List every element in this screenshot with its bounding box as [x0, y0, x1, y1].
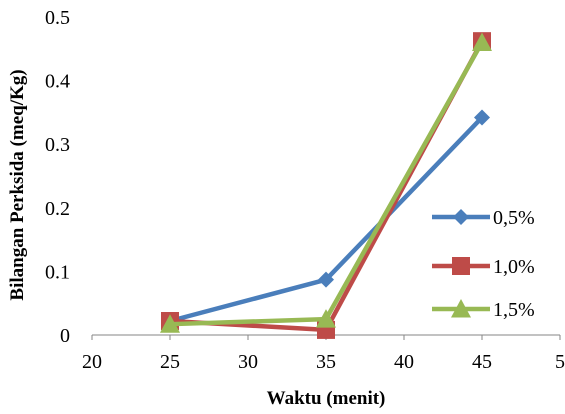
data-point: [318, 271, 334, 288]
series-layer: [160, 32, 492, 339]
legend-label: 1,5%: [493, 299, 535, 321]
legend-marker: [452, 257, 470, 275]
y-tick-label: 0.5: [45, 7, 70, 29]
y-tick-label: 0: [60, 325, 70, 347]
y-tick-label: 0.2: [45, 198, 70, 220]
data-point: [474, 109, 490, 126]
legend: 0,5% 1,0% 1,5%: [432, 207, 535, 321]
legend-marker: [451, 299, 471, 318]
x-tick-label: 25: [160, 351, 180, 373]
series-group: [160, 32, 492, 333]
x-tick-label: 45: [472, 351, 492, 373]
y-tick-label: 0.3: [45, 134, 70, 156]
y-axis-title: Bilangan Perksida (meq/Kg): [7, 69, 28, 300]
legend-label: 1,0%: [493, 256, 535, 278]
x-tick-label: 35: [316, 351, 336, 373]
legend-marker: [453, 209, 469, 225]
data-point: [472, 32, 492, 51]
series-group: [161, 32, 491, 339]
legend-label: 0,5%: [493, 207, 535, 229]
x-axis-title: Waktu (menit): [267, 388, 386, 409]
x-tick-label: 20: [82, 351, 102, 373]
x-axis-ticks: 20 25 30 35 40 45 5: [82, 335, 565, 373]
data-point: [160, 314, 180, 333]
x-tick-label: 30: [238, 351, 258, 373]
x-tick-label: 5: [555, 351, 565, 373]
x-tick-label: 40: [394, 351, 414, 373]
y-axis-ticks: 0 0.1 0.2 0.3 0.4 0.5: [45, 7, 70, 347]
y-tick-label: 0.1: [45, 261, 70, 283]
data-point: [316, 309, 336, 328]
y-tick-label: 0.4: [45, 71, 70, 93]
